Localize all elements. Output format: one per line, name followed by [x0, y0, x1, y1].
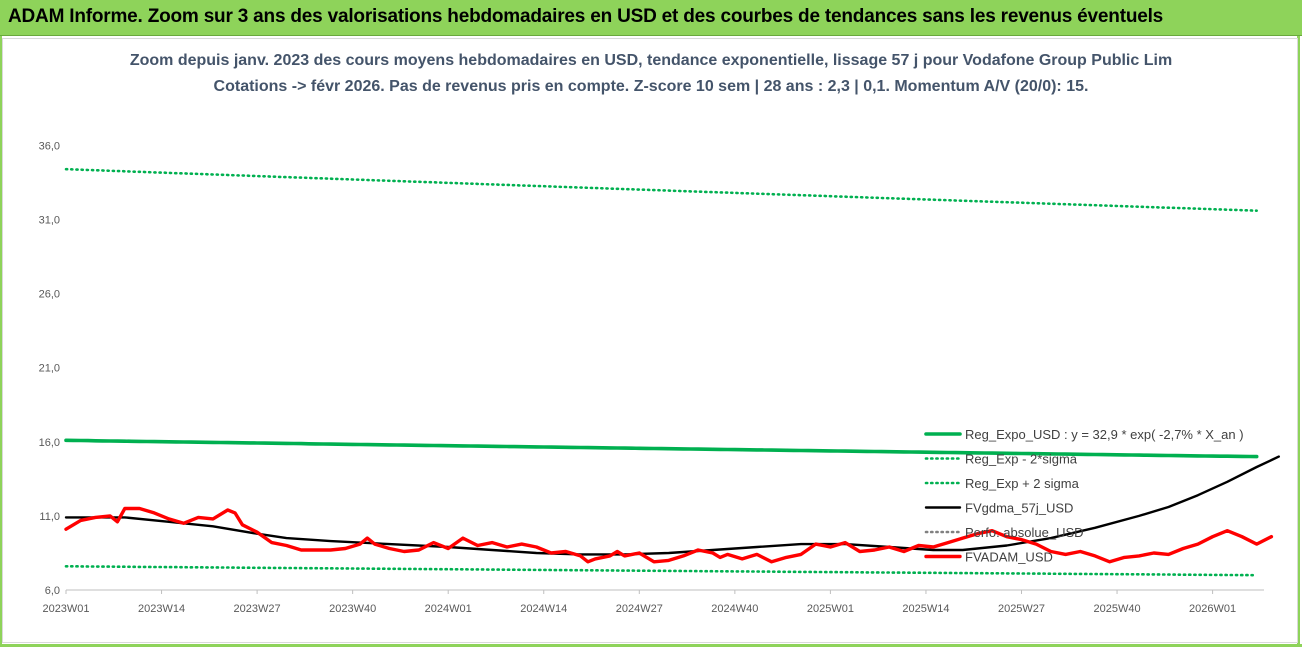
x-tick-label: 2025W14 — [902, 603, 949, 615]
series-line-2 — [64, 167, 1258, 212]
x-tick-label: 2025W27 — [998, 603, 1045, 615]
x-tick-label: 2024W40 — [711, 603, 758, 615]
series-line-5 — [64, 506, 1274, 564]
x-tick-label: 2024W14 — [520, 603, 567, 615]
legend-label: FVADAM_USD — [965, 550, 1053, 565]
legend-label: Reg_Exp - 2*sigma — [965, 452, 1078, 467]
x-tick-label: 2026W01 — [1189, 603, 1236, 615]
legend-label: Reg_Exp + 2 sigma — [965, 476, 1080, 491]
y-tick-label: 31,0 — [39, 215, 60, 227]
x-tick-label: 2025W40 — [1094, 603, 1141, 615]
x-tick-label: 2023W01 — [42, 603, 89, 615]
y-tick-label: 21,0 — [39, 363, 60, 375]
x-tick-label: 2025W01 — [807, 603, 854, 615]
chart-title-line-1: Zoom depuis janv. 2023 des cours moyens … — [129, 52, 1173, 69]
chart-title-line-2: Cotations -> févr 2026. Pas de revenus p… — [213, 78, 1089, 95]
x-tick-label: 2023W27 — [234, 603, 281, 615]
chart-border — [2, 38, 1298, 643]
frame-edge-left — [0, 36, 2, 647]
y-tick-label: 11,0 — [39, 511, 60, 523]
frame-edge-bottom — [0, 644, 1302, 647]
chart-area: Zoom depuis janv. 2023 des cours moyens … — [0, 36, 1302, 647]
series-line-3 — [64, 455, 1281, 556]
x-tick-label: 2023W40 — [329, 603, 376, 615]
legend-label: FVgdma_57j_USD — [965, 501, 1073, 516]
series-line-1 — [64, 564, 1258, 577]
report-banner: ADAM Informe. Zoom sur 3 ans des valoris… — [0, 0, 1302, 36]
frame-edge-right — [1297, 36, 1300, 647]
y-tick-label: 16,0 — [39, 437, 60, 449]
y-tick-label: 6,0 — [45, 585, 60, 597]
series-line-0 — [64, 438, 1259, 459]
legend-label: Reg_Expo_USD : y = 32,9 * exp( -2,7% * X… — [965, 427, 1244, 442]
y-tick-label: 26,0 — [39, 289, 60, 301]
x-tick-label: 2024W27 — [616, 603, 663, 615]
y-tick-label: 36,0 — [39, 140, 60, 152]
x-tick-label: 2024W01 — [425, 603, 472, 615]
x-tick-label: 2023W14 — [138, 603, 185, 615]
legend-label: Perfo. absolue_USD — [965, 525, 1084, 540]
report-title: ADAM Informe. Zoom sur 3 ans des valoris… — [8, 6, 1164, 27]
